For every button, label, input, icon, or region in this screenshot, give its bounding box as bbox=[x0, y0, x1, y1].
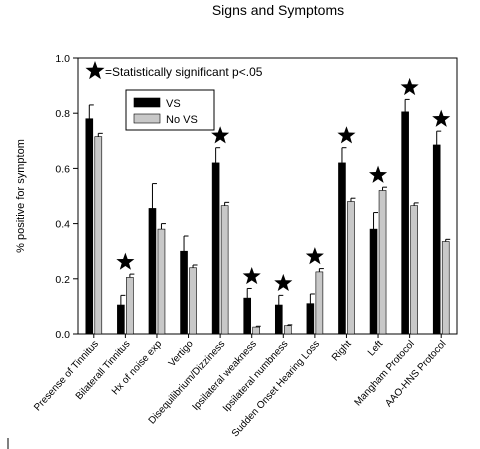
bar-vs bbox=[148, 208, 157, 335]
plot-frame bbox=[77, 57, 458, 335]
significance-star-icon bbox=[242, 266, 261, 285]
chart-title: Signs and Symptoms bbox=[212, 2, 344, 18]
bar-vs bbox=[211, 162, 220, 335]
bar-no-vs bbox=[220, 205, 229, 335]
legend-label-vs: VS bbox=[166, 98, 181, 110]
bar-vs bbox=[117, 304, 125, 335]
category-label: Vertigo bbox=[167, 338, 196, 369]
significance-note: =Statistically significant p<.05 bbox=[85, 61, 263, 80]
category-label: Bilaterall Tinnitus bbox=[74, 339, 133, 403]
bar-no-vs bbox=[157, 228, 166, 335]
category-label: Left bbox=[366, 338, 385, 358]
significance-note-text: =Statistically significant p<.05 bbox=[105, 65, 263, 79]
category-label: AAO-HNS Protocol bbox=[383, 339, 448, 410]
significance-star-icon bbox=[337, 126, 356, 144]
significance-star-icon bbox=[432, 109, 451, 127]
bar-no-vs bbox=[283, 325, 292, 335]
category-label: Mangham Protocol bbox=[353, 339, 417, 409]
y-tick-label: 0.8 bbox=[55, 108, 70, 120]
bar-no-vs bbox=[252, 326, 261, 335]
bar-no-vs bbox=[315, 271, 324, 335]
bar-vs bbox=[369, 228, 378, 335]
legend-swatch-no-vs bbox=[133, 113, 161, 124]
legend-swatch-vs bbox=[133, 97, 161, 108]
legend-label-no-vs: No VS bbox=[166, 114, 198, 126]
bar-no-vs bbox=[189, 267, 197, 335]
bar-vs bbox=[274, 304, 283, 335]
bar-no-vs bbox=[441, 241, 450, 335]
bar-no-vs bbox=[410, 205, 418, 335]
significance-star-icon bbox=[274, 273, 293, 292]
bar-no-vs bbox=[126, 277, 134, 335]
y-axis-label: % positive for symptom bbox=[15, 139, 27, 253]
bar-vs bbox=[432, 144, 441, 335]
bar-no-vs bbox=[378, 190, 387, 335]
bar-vs bbox=[180, 250, 188, 335]
category-label: Right bbox=[330, 338, 354, 363]
legend-box bbox=[125, 89, 215, 131]
y-tick-label: 0.4 bbox=[55, 219, 70, 231]
legend: VS No VS bbox=[125, 89, 215, 131]
y-tick-label: 1.0 bbox=[55, 53, 70, 65]
significance-star-icon bbox=[85, 61, 105, 80]
bar-vs bbox=[306, 303, 315, 335]
bar-vs bbox=[338, 162, 346, 335]
y-tick-label: 0.2 bbox=[55, 274, 70, 286]
significance-star-icon bbox=[211, 126, 230, 144]
significance-star-icon bbox=[400, 77, 419, 96]
bar-vs bbox=[401, 111, 409, 335]
bar-vs bbox=[243, 297, 252, 335]
y-tick-label: 0.6 bbox=[55, 163, 70, 175]
bar-vs bbox=[85, 118, 94, 335]
significance-star-icon bbox=[305, 247, 324, 265]
significance-star-icon bbox=[369, 165, 388, 183]
bar-no-vs bbox=[94, 136, 103, 335]
bar-no-vs bbox=[347, 201, 355, 335]
y-tick-label: 0.0 bbox=[55, 329, 70, 341]
significance-star-icon bbox=[116, 252, 135, 270]
